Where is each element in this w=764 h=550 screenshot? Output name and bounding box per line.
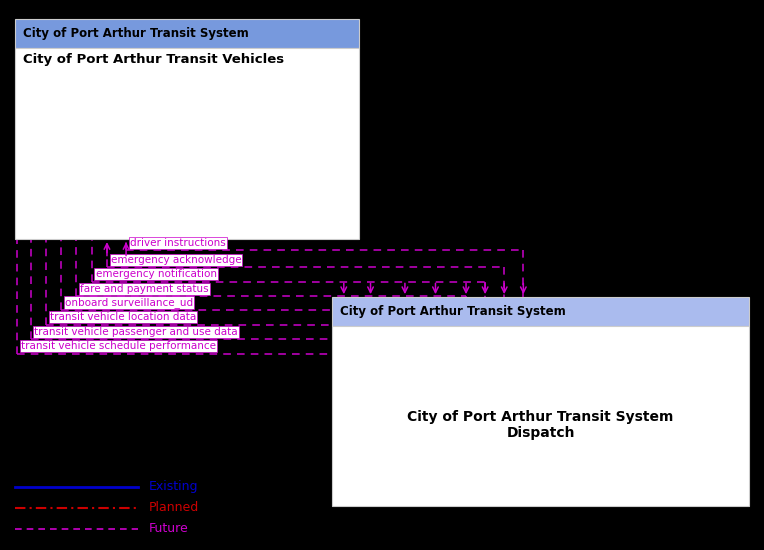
Text: fare and payment status: fare and payment status [80, 284, 209, 294]
Text: onboard surveillance_ud: onboard surveillance_ud [65, 297, 193, 308]
Text: Future: Future [149, 522, 189, 535]
Text: driver instructions: driver instructions [130, 238, 225, 248]
Text: City of Port Arthur Transit System
Dispatch: City of Port Arthur Transit System Dispa… [407, 410, 674, 440]
Bar [332, 297, 749, 326]
Text: City of Port Arthur Transit System: City of Port Arthur Transit System [340, 305, 565, 318]
Text: City of Port Arthur Transit Vehicles: City of Port Arthur Transit Vehicles [23, 53, 284, 67]
Text: transit vehicle location data: transit vehicle location data [50, 312, 196, 322]
Text: Planned: Planned [149, 501, 199, 514]
Text: emergency notification: emergency notification [96, 270, 216, 279]
Bar [15, 48, 359, 239]
Text: City of Port Arthur Transit System: City of Port Arthur Transit System [23, 27, 248, 40]
Bar [15, 19, 359, 48]
Text: transit vehicle schedule performance: transit vehicle schedule performance [21, 342, 215, 351]
Text: emergency acknowledge: emergency acknowledge [111, 255, 241, 265]
Text: Existing: Existing [149, 480, 199, 493]
Bar [332, 326, 749, 506]
Text: transit vehicle passenger and use data: transit vehicle passenger and use data [34, 327, 238, 337]
